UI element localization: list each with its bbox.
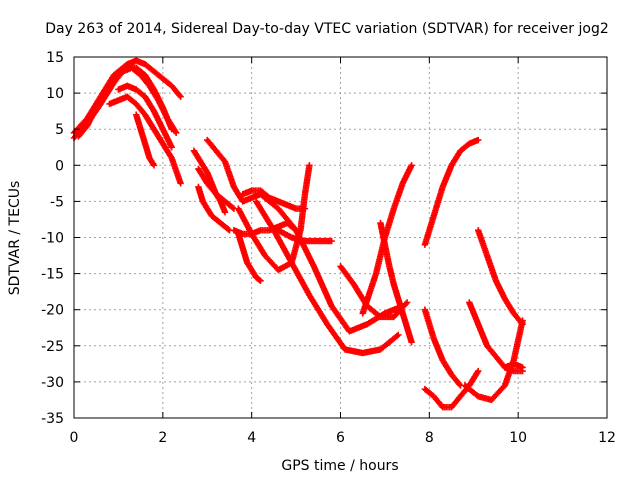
series-arc-17 — [275, 227, 335, 245]
chart-title: Day 263 of 2014, Sidereal Day-to-day VTE… — [45, 21, 608, 37]
series-arc-4 — [106, 93, 184, 187]
series-arc-23 — [421, 367, 482, 411]
tick-labels-layer: 0 2 4 6 8 10 12 15 10 5 0 -5 -10 -15 -20 -25 -30 -35 — [41, 50, 616, 446]
x-tick-label: 4 — [247, 430, 256, 446]
data-point-markers — [501, 360, 526, 371]
y-tick-label: -15 — [41, 267, 64, 283]
y-tick-label: -25 — [41, 339, 64, 355]
y-tick-label: -35 — [41, 411, 64, 427]
data-point-markers — [115, 82, 175, 151]
series-arc-5 — [132, 111, 158, 169]
series-arc-26 — [461, 317, 526, 404]
y-axis-label: SDTVAR / TECUs — [7, 181, 23, 296]
x-tick-label: 6 — [336, 430, 345, 446]
y-tick-label: 10 — [46, 86, 64, 102]
x-tick-label: 2 — [158, 430, 167, 446]
series-arc-21 — [421, 136, 482, 248]
data-point-markers — [377, 219, 415, 346]
data-point-markers — [461, 317, 526, 404]
x-axis-label: GPS time / hours — [281, 458, 398, 474]
y-tick-label: -5 — [50, 194, 64, 210]
data-point-markers — [421, 306, 464, 389]
series-arc-8 — [195, 165, 238, 212]
series-arc-19 — [359, 162, 415, 317]
data-point-markers — [75, 64, 175, 140]
y-tick-label: -30 — [41, 375, 64, 391]
series-arc-27 — [501, 360, 526, 371]
series-arc-14 — [235, 162, 313, 274]
data-point-markers — [132, 111, 158, 169]
data-point-markers — [474, 227, 526, 328]
x-tick-label: 0 — [70, 430, 79, 446]
series-arc-15 — [257, 190, 406, 335]
data-point-markers — [252, 198, 402, 357]
data-point-markers — [195, 165, 238, 212]
series-arc-9 — [195, 183, 233, 234]
y-tick-label: 0 — [55, 158, 64, 174]
x-tick-label: 12 — [598, 430, 616, 446]
data-point-markers — [421, 136, 482, 248]
data-point-markers — [235, 162, 313, 274]
series-arc-12 — [235, 230, 264, 285]
series-arc-22 — [421, 306, 464, 389]
y-tick-label: 5 — [55, 122, 64, 138]
data-point-markers — [421, 367, 482, 411]
data-point-markers — [235, 230, 264, 285]
y-tick-label: -10 — [41, 231, 64, 247]
series-arc-16 — [252, 198, 402, 357]
data-point-markers — [106, 93, 184, 187]
series-arc-6 — [115, 82, 175, 151]
y-tick-label: -20 — [41, 303, 64, 319]
series-arc-3 — [75, 64, 175, 140]
data-point-markers — [257, 190, 406, 335]
series-arc-20 — [377, 219, 415, 346]
y-tick-label: 15 — [46, 50, 64, 66]
data-point-markers — [195, 183, 233, 234]
ticks-layer — [73, 56, 608, 419]
series-arc-25 — [474, 227, 526, 328]
series-arc-10 — [204, 136, 264, 205]
data-point-markers — [275, 227, 335, 245]
data-point-markers — [359, 162, 415, 317]
x-tick-label: 8 — [425, 430, 434, 446]
x-tick-label: 10 — [509, 430, 527, 446]
grid-layer — [74, 57, 607, 418]
data-marks-layer — [70, 57, 526, 411]
data-point-markers — [204, 136, 264, 205]
